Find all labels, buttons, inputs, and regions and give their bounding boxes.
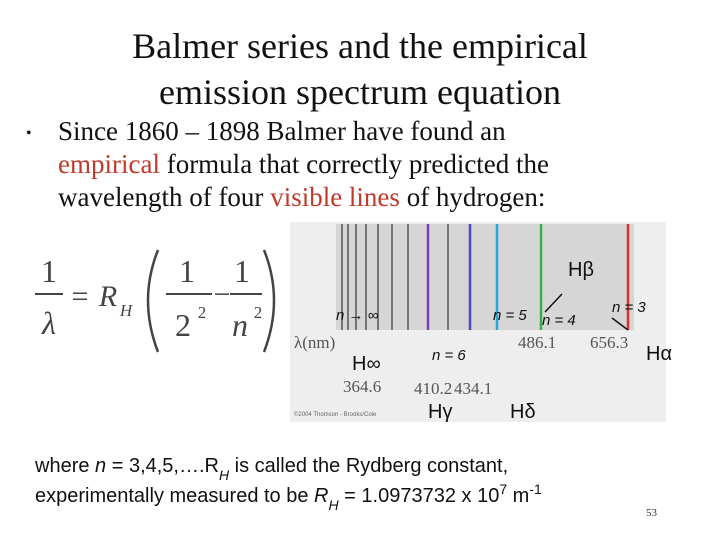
- spectrum-label: n → ∞: [336, 307, 379, 324]
- text-segment: 7: [499, 481, 507, 497]
- footer-line: where n = 3,4,5,….RH is called the Rydbe…: [34, 455, 508, 483]
- text-segment: R: [314, 485, 328, 507]
- text-segment: wavelength of four: [58, 182, 270, 212]
- text-segment: formula that correctly predicted the: [160, 149, 549, 179]
- text-segment: = 1.0973732 x 10: [339, 485, 500, 507]
- spectrum-label: H∞: [352, 353, 381, 375]
- spectrum-label: 486.1: [518, 333, 556, 352]
- text-segment: H: [329, 497, 340, 513]
- spectrum-label: 364.6: [343, 377, 381, 396]
- spectrum-label: 410.2: [414, 379, 452, 398]
- bullet-line: empirical formula that correctly predict…: [58, 149, 549, 179]
- text-segment: of hydrogen:: [400, 182, 545, 212]
- paren: [262, 249, 276, 353]
- formula-text: 1: [179, 253, 195, 289]
- formula-text: λ: [41, 305, 56, 341]
- formula-text: =: [72, 280, 89, 313]
- text-segment: n: [95, 455, 106, 477]
- spectrum-label: n = 6: [432, 347, 466, 364]
- formula-text: 1: [234, 253, 250, 289]
- spectrum-label: n = 5: [493, 307, 527, 324]
- spectrum-label: Hβ: [568, 259, 594, 281]
- title-line: emission spectrum equation: [159, 72, 561, 112]
- bullet-line: Since 1860 – 1898 Balmer have found an: [58, 116, 506, 146]
- text-segment: -1: [529, 481, 542, 497]
- footer-text: where n = 3,4,5,….RH is called the Rydbe…: [34, 455, 542, 513]
- text-segment: empirical: [58, 149, 160, 179]
- bullet-text: Since 1860 – 1898 Balmer have found anem…: [58, 116, 549, 212]
- bullet-line: wavelength of four visible lines of hydr…: [58, 182, 545, 212]
- text-segment: visible lines: [270, 182, 400, 212]
- text-segment: m: [507, 485, 529, 507]
- text-segment: is called the Rydberg constant,: [229, 455, 508, 477]
- text-segment: = 3,4,5,….R: [106, 455, 219, 477]
- footer-line: experimentally measured to be RH = 1.097…: [35, 481, 542, 513]
- formula: 1 λ = R H 1 2 2 − 1 n 2: [35, 249, 276, 353]
- pointer: [611, 317, 629, 331]
- text-segment: where: [34, 455, 95, 477]
- spectrum-label: 434.1: [454, 379, 492, 398]
- spectrum-band: [336, 224, 634, 330]
- bullet-marker: •: [26, 125, 32, 142]
- text-segment: H: [219, 467, 230, 483]
- spectrum-lines: [341, 224, 449, 330]
- spectrum-label: n = 3: [612, 299, 646, 316]
- spectrum-label: 656.3: [590, 333, 628, 352]
- formula-text: −: [214, 278, 231, 311]
- text-segment: Since 1860 – 1898 Balmer have found an: [58, 116, 506, 146]
- pointer: [544, 293, 563, 313]
- paren: [146, 249, 160, 353]
- spectrum-label: Hγ: [428, 401, 452, 423]
- spectrum-label: n = 4: [542, 312, 576, 329]
- spectrum-label: Hα: [646, 343, 672, 365]
- formula-text: 1: [41, 253, 57, 289]
- spectrum-figure: Hβ n → ∞ n = 5 n = 4 n = 3 λ(nm) 486.1 6…: [290, 222, 672, 423]
- title-line: Balmer series and the empirical: [132, 26, 588, 66]
- credit: ©2004 Thomson - Brooks/Cole: [294, 411, 377, 418]
- formula-text: H: [119, 301, 134, 320]
- spectrum-label: Hδ: [510, 401, 536, 423]
- text-segment: experimentally measured to be: [35, 485, 314, 507]
- formula-text: 2: [198, 303, 207, 322]
- formula-text: 2: [254, 303, 263, 322]
- formula-text: R: [98, 280, 117, 313]
- formula-text: 2: [175, 307, 191, 343]
- formula-text: n: [232, 307, 248, 343]
- spectrum-label: λ(nm): [294, 333, 335, 352]
- page-number: 53: [646, 507, 658, 519]
